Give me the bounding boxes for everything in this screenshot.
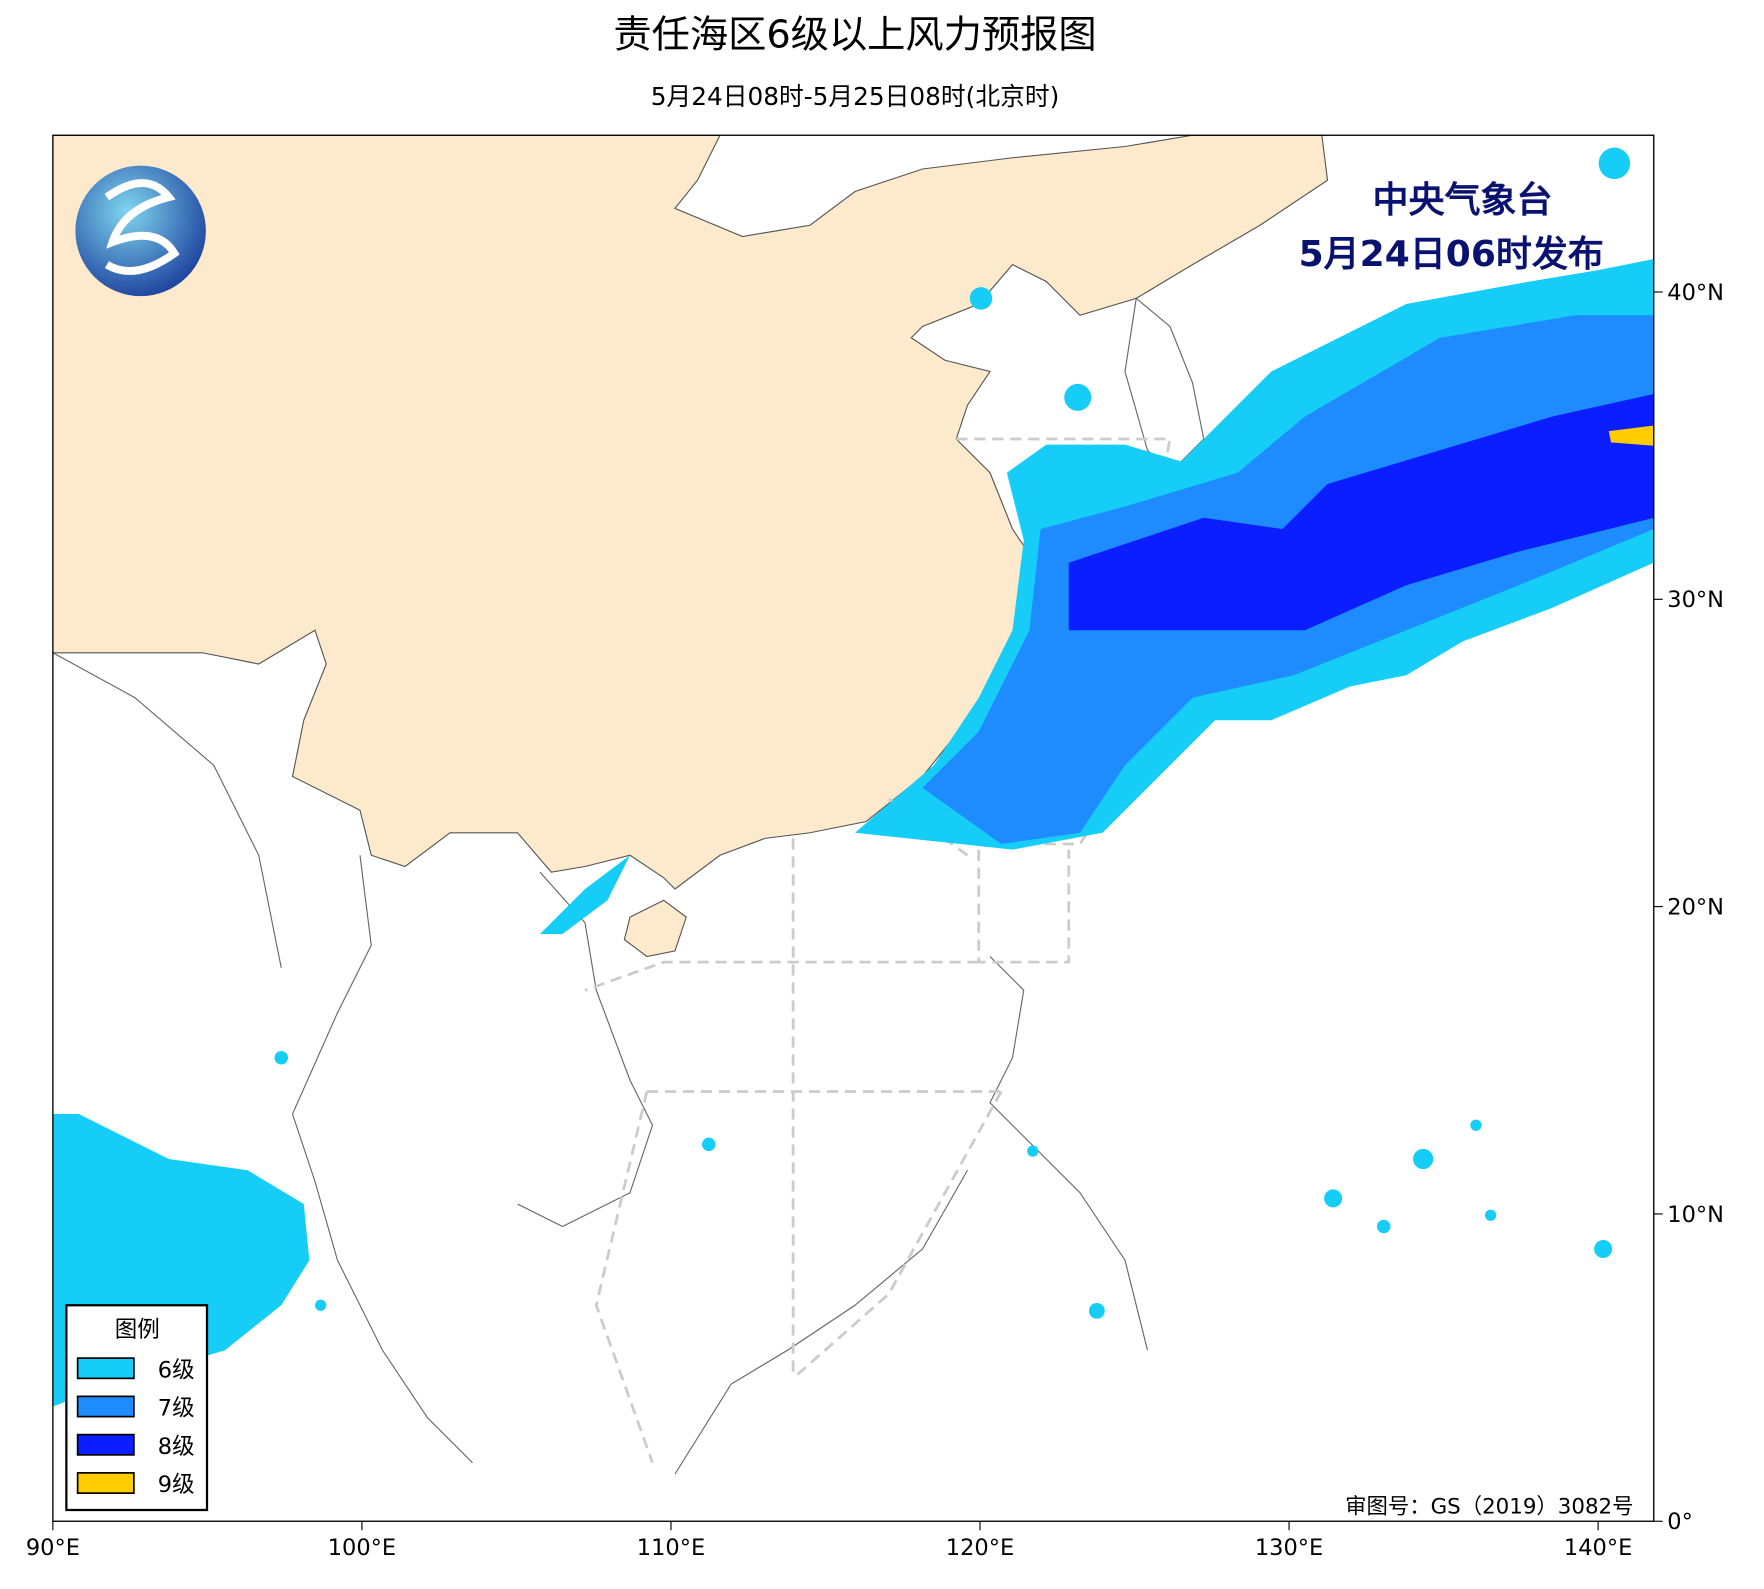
y-tick-label: 10°N — [1667, 1202, 1724, 1228]
legend: 图例 6级 7级 8级 9级 — [65, 1304, 209, 1512]
wind-spots — [274, 147, 1631, 1319]
approval-number: 审图号：GS（2019）3082号 — [1345, 1494, 1633, 1519]
legend-title: 图例 — [115, 1317, 160, 1343]
legend-swatch — [76, 1395, 135, 1418]
x-tick-label: 90°E — [26, 1535, 80, 1561]
southeast-asia — [52, 652, 1149, 1475]
y-tick-label: 30°N — [1667, 587, 1724, 613]
legend-label: 6级 — [158, 1357, 195, 1383]
wind-area-9 — [1608, 425, 1654, 446]
logo-mark — [104, 179, 180, 275]
legend-label: 7级 — [158, 1396, 195, 1422]
x-tick-label: 130°E — [1255, 1535, 1323, 1561]
y-tick-label: 20°N — [1667, 894, 1724, 920]
x-tick-label: 120°E — [946, 1535, 1014, 1561]
x-tick-label: 110°E — [637, 1535, 705, 1561]
wind-area-8 — [1068, 394, 1654, 631]
china-land — [52, 135, 1329, 890]
subtitle: 5月24日08时-5月25日08时(北京时) — [651, 82, 1059, 111]
map-frame — [52, 134, 1655, 1522]
title: 责任海区6级以上风力预报图 — [613, 13, 1096, 58]
legend-label: 8级 — [158, 1434, 195, 1460]
legend-swatch — [76, 1357, 135, 1380]
legend-label: 9级 — [158, 1472, 195, 1498]
legend-swatch — [76, 1472, 135, 1494]
hainan — [623, 899, 687, 958]
map-area — [52, 135, 1654, 1475]
legend-swatch — [76, 1433, 135, 1456]
x-tick-label: 100°E — [328, 1535, 396, 1561]
issuer-name: 中央气象台 — [1372, 180, 1552, 221]
y-tick-label: 0° — [1667, 1509, 1693, 1535]
y-tick-label: 40°N — [1667, 280, 1724, 306]
issue-time: 5月24日06时发布 — [1299, 234, 1604, 275]
x-tick-label: 140°E — [1564, 1535, 1632, 1561]
